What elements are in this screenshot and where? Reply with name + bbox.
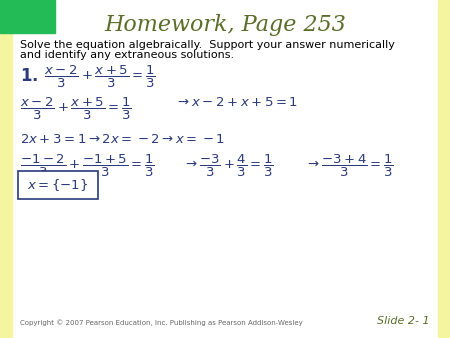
Text: $\dfrac{x-2}{3}+\dfrac{x+5}{3}=\dfrac{1}{3}$: $\dfrac{x-2}{3}+\dfrac{x+5}{3}=\dfrac{1}… — [20, 96, 132, 122]
Text: $\rightarrow x-2+x+5=1$: $\rightarrow x-2+x+5=1$ — [175, 96, 298, 109]
Bar — [0, 0, 55, 33]
Text: Solve the equation algebraically.  Support your answer numerically: Solve the equation algebraically. Suppor… — [20, 40, 395, 50]
Text: $\dfrac{x-2}{3}+\dfrac{x+5}{3}=\dfrac{1}{3}$: $\dfrac{x-2}{3}+\dfrac{x+5}{3}=\dfrac{1}… — [44, 64, 156, 90]
Text: Homework, Page 253: Homework, Page 253 — [104, 14, 346, 36]
Text: and identify any extraneous solutions.: and identify any extraneous solutions. — [20, 50, 234, 60]
Text: $2x+3=1\rightarrow 2x=-2\rightarrow x=-1$: $2x+3=1\rightarrow 2x=-2\rightarrow x=-1… — [20, 133, 225, 146]
Bar — [438, 0, 450, 338]
Text: $\rightarrow\dfrac{-3}{3}+\dfrac{4}{3}=\dfrac{1}{3}$: $\rightarrow\dfrac{-3}{3}+\dfrac{4}{3}=\… — [183, 153, 274, 179]
Text: $\mathbf{1.}$: $\mathbf{1.}$ — [20, 67, 38, 85]
Text: $\rightarrow\dfrac{-3+4}{3}=\dfrac{1}{3}$: $\rightarrow\dfrac{-3+4}{3}=\dfrac{1}{3}… — [305, 153, 394, 179]
Text: $x=\{-1\}$: $x=\{-1\}$ — [27, 177, 89, 193]
Text: Copyright © 2007 Pearson Education, Inc. Publishing as Pearson Addison-Wesley: Copyright © 2007 Pearson Education, Inc.… — [20, 319, 303, 326]
Bar — [0, 0, 12, 338]
FancyBboxPatch shape — [18, 171, 98, 199]
Text: $\dfrac{-1-2}{3}+\dfrac{-1+5}{3}=\dfrac{1}{3}$: $\dfrac{-1-2}{3}+\dfrac{-1+5}{3}=\dfrac{… — [20, 153, 155, 179]
Text: Slide 2- 1: Slide 2- 1 — [378, 316, 430, 326]
